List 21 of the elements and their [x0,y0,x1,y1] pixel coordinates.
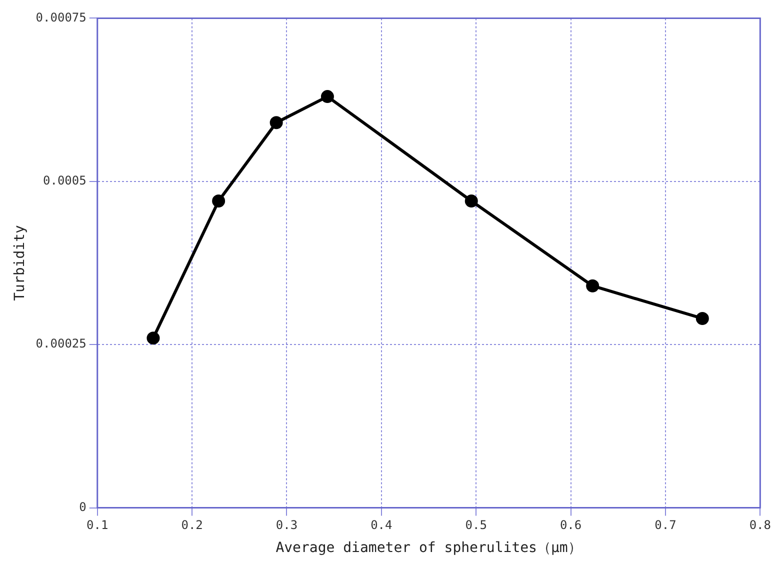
x-tick-label: 0.6 [560,518,582,532]
x-tick-label: 0.8 [749,518,772,532]
point [146,332,160,345]
point [464,194,478,208]
point [320,90,334,104]
y-tick-label: 0.00075 [36,10,86,24]
x-tick-label: 0.7 [654,518,676,532]
point [696,312,709,325]
point [270,116,283,130]
point [586,279,600,292]
x-tick-label: 0.5 [465,518,487,532]
y-tick-label: 0 [79,500,86,514]
x-tick-label: 0.4 [370,518,392,532]
point [212,194,226,208]
x-tick-label: 0.2 [181,518,203,532]
x-axis-title: Average diameter of spherulites（μm） [276,540,582,556]
x-tick-label: 0.1 [86,518,108,532]
x-tick-label: 0.3 [276,518,298,532]
y-axis-title: Turbidity [12,225,28,301]
y-tick-label: 0.00025 [36,336,86,351]
y-tick-label: 0.0005 [43,174,86,188]
